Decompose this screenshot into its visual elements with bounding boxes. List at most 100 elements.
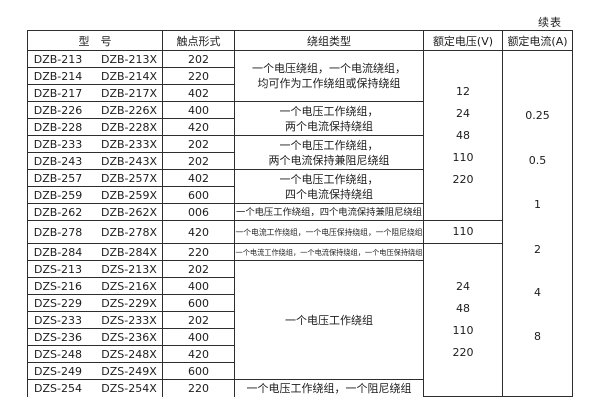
current-value: 2 xyxy=(534,243,541,256)
table-row: DZB-228 DZB-228X 420 xyxy=(27,118,573,136)
voltage-value: 24 xyxy=(456,106,470,120)
model-pair: DZS-229 DZS-229X xyxy=(29,296,162,310)
model-number-x: DZS-233X xyxy=(101,313,157,327)
winding-type-line: 一个电压工作绕组， xyxy=(279,172,379,186)
table-row: DZB-214 DZB-214X 220 xyxy=(27,67,573,85)
model-pair: DZB-217 DZB-217X xyxy=(29,86,162,100)
model-number: DZS-229 xyxy=(34,296,82,310)
model-number-x: DZB-278X xyxy=(100,225,158,239)
winding-type-cell: 一个电压工作绕组，一个阻尼绕组 xyxy=(234,379,424,397)
table-row: DZS-216 DZS-216X 400 xyxy=(27,277,573,295)
model-number: DZB-257 xyxy=(33,171,83,185)
table-row: DZB-262 DZB-262X 006 一个电压工作绕组，四个电流保持兼阻尼绕组 xyxy=(27,203,573,221)
model-cell: DZB-259 DZB-259X xyxy=(27,186,163,204)
table-row: DZB-278 DZB-278X 420 一个电流工作绕组，一个电压保持绕组，一个阻尼… xyxy=(27,220,573,244)
spec-table: 型 号 触点形式 绕组类型 额定电压(V) 额定电流(A) DZB-213 DZB… xyxy=(27,30,573,397)
model-number: DZB-214 xyxy=(33,69,83,83)
model-cell: DZS-254 DZS-254X xyxy=(27,379,163,397)
model-cell: DZS-249 DZS-249X xyxy=(27,362,163,380)
winding-type-line: 一个电压工作绕组，一个阻尼绕组 xyxy=(246,381,412,395)
contact-form-cell: 202 xyxy=(162,50,235,68)
model-pair: DZB-262 DZB-262X xyxy=(29,205,162,219)
model-number: DZB-259 xyxy=(33,188,83,202)
winding-type-line: 一个电流工作绕组，一个电流保持绕组，一个电压保持绕组 xyxy=(235,247,423,257)
contact-form-cell: 400 xyxy=(162,101,235,119)
winding-type-cell: 一个电压绕组，一个电流绕组， 均可作为工作绕组或保持绕组 xyxy=(234,50,424,102)
table-row: DZS-229 DZS-229X 600 xyxy=(27,294,573,312)
model-cell: DZB-213 DZB-213X xyxy=(27,50,163,68)
voltage-value: 110 xyxy=(452,225,474,238)
model-pair: DZS-236 DZS-236X xyxy=(29,330,162,344)
table-row: DZB-243 DZB-243X 202 xyxy=(27,152,573,170)
contact-form-cell: 202 xyxy=(162,135,235,153)
winding-type-line: 一个电流工作绕组，一个电压保持绕组，一个阻尼绕组 xyxy=(235,227,423,237)
rated-voltage-cell: 12 24 48 110 220 xyxy=(423,50,503,221)
voltage-values: 24 48 110 220 xyxy=(425,245,502,396)
table-body: DZB-213 DZB-213X 202 一个电压绕组，一个电流绕组， 均可作为工作绕组… xyxy=(27,50,573,397)
winding-type-line: 一个电压工作绕组，四个电流保持兼阻尼绕组 xyxy=(236,206,422,218)
contact-form-cell: 420 xyxy=(162,118,235,136)
model-number: DZB-278 xyxy=(33,225,83,239)
header-row: 型 号 触点形式 绕组类型 额定电压(V) 额定电流(A) xyxy=(27,30,573,51)
model-cell: DZB-233 DZB-233X xyxy=(27,135,163,153)
winding-type-line: 四个电流保持绕组 xyxy=(285,187,373,201)
model-pair: DZB-284 DZB-284X xyxy=(29,246,162,259)
model-pair: DZS-248 DZS-248X xyxy=(29,348,162,361)
rated-voltage-cell: 24 48 110 220 xyxy=(423,243,503,397)
current-value: 1 xyxy=(534,198,541,211)
model-number-x: DZB-257X xyxy=(100,171,158,185)
rated-current-cell: 0.25 0.5 1 2 4 8 xyxy=(502,50,573,397)
model-cell: DZB-278 DZB-278X xyxy=(27,220,163,244)
voltage-value: 12 xyxy=(456,84,470,98)
model-number-x: DZS-236X xyxy=(101,330,157,344)
model-cell: DZS-229 DZS-229X xyxy=(27,294,163,312)
model-number: DZB-243 xyxy=(33,154,83,168)
model-number: DZS-249 xyxy=(34,364,82,378)
model-pair: DZB-213 DZB-213X xyxy=(29,52,162,66)
model-cell: DZS-216 DZS-216X xyxy=(27,277,163,295)
voltage-value: 220 xyxy=(452,172,474,186)
model-cell: DZB-257 DZB-257X xyxy=(27,169,163,187)
model-pair: DZS-233 DZS-233X xyxy=(29,313,162,327)
contact-form-cell: 202 xyxy=(162,260,235,278)
voltage-value: 24 xyxy=(456,280,470,293)
contact-form-cell: 600 xyxy=(162,294,235,312)
contact-form-cell: 220 xyxy=(162,67,235,85)
model-number-x: DZB-233X xyxy=(100,137,158,151)
table-row: DZS-254 DZS-254X 220 一个电压工作绕组，一个阻尼绕组 xyxy=(27,379,573,397)
model-number-x: DZB-228X xyxy=(100,120,158,134)
contact-form-cell: 600 xyxy=(162,186,235,204)
model-number: DZS-254 xyxy=(34,381,82,395)
table-row: DZS-213 DZS-213X 202 一个电压工作绕组 xyxy=(27,260,573,380)
model-cell: DZS-248 DZS-248X xyxy=(27,345,163,363)
header-rated-current: 额定电流(A) xyxy=(502,30,573,51)
model-number: DZS-216 xyxy=(34,279,82,293)
model-cell: DZS-213 DZS-213X xyxy=(27,260,163,278)
model-pair: DZS-249 DZS-249X xyxy=(29,364,162,378)
header-model: 型 号 xyxy=(27,30,163,51)
model-number-x: DZB-259X xyxy=(100,188,158,202)
table-row: DZS-248 DZS-248X 420 xyxy=(27,345,573,363)
model-pair: DZB-228 DZB-228X xyxy=(29,120,162,134)
model-number-x: DZB-262X xyxy=(100,205,158,219)
model-number: DZB-213 xyxy=(33,52,83,66)
model-cell: DZB-228 DZB-228X xyxy=(27,118,163,136)
model-pair: DZB-278 DZB-278X xyxy=(29,225,162,239)
model-cell: DZS-236 DZS-236X xyxy=(27,328,163,346)
current-value: 4 xyxy=(534,286,541,299)
contact-form-cell: 202 xyxy=(162,311,235,329)
table-row: DZB-257 DZB-257X 402 一个电压工作绕组， 四个电流保持绕组 xyxy=(27,169,573,204)
model-cell: DZB-243 DZB-243X xyxy=(27,152,163,170)
model-number-x: DZS-249X xyxy=(101,364,157,378)
model-number: DZB-262 xyxy=(33,205,83,219)
rated-voltage-cell: 110 xyxy=(423,220,503,244)
contact-form-cell: 420 xyxy=(162,345,235,363)
model-number-x: DZS-229X xyxy=(101,296,157,310)
model-number-x: DZB-217X xyxy=(100,86,158,100)
winding-type-line: 均可作为工作绕组或保持绕组 xyxy=(257,77,401,90)
model-number-x: DZS-216X xyxy=(101,279,157,293)
model-number: DZB-217 xyxy=(33,86,83,100)
model-pair: DZB-257 DZB-257X xyxy=(29,171,162,185)
contact-form-cell: 600 xyxy=(162,362,235,380)
model-cell: DZB-217 DZB-217X xyxy=(27,84,163,102)
